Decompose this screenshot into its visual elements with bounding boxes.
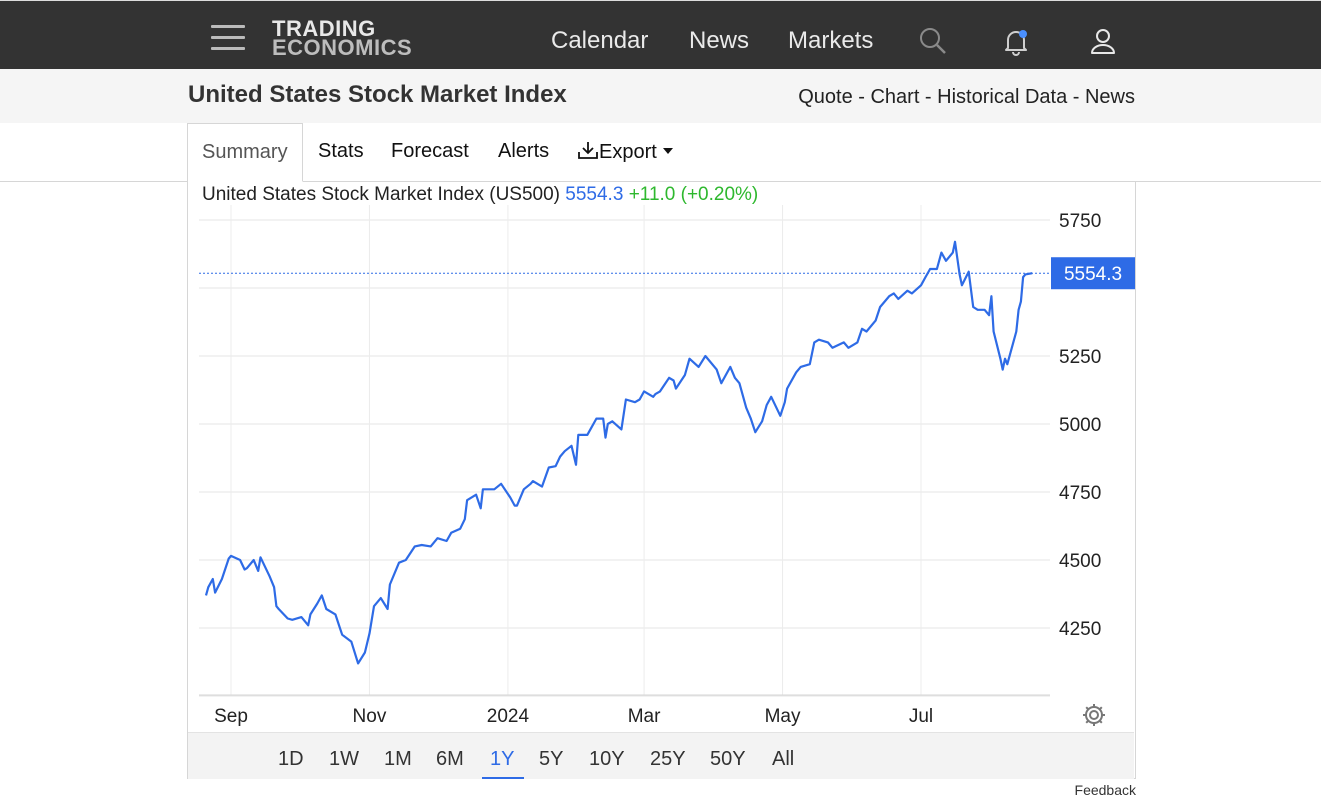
range-6m[interactable]: 6M: [436, 748, 464, 770]
nav-news[interactable]: News: [689, 27, 750, 54]
breadcrumb: Quote - Chart - Historical Data - News: [798, 86, 1135, 108]
quote-change: +11.0 (+0.20%): [628, 184, 759, 205]
range-1m[interactable]: 1M: [384, 748, 412, 770]
trading-economics-logo[interactable]: TRADING ECONOMICS: [272, 16, 413, 60]
page-header: United States Stock Market Index Quote -…: [0, 69, 1321, 123]
breadcrumb-chart[interactable]: Chart: [870, 86, 920, 108]
tab-forecast[interactable]: Forecast: [391, 140, 469, 162]
quote-line: United States Stock Market Index (US500)…: [202, 184, 758, 206]
gear-icon[interactable]: [1081, 702, 1107, 728]
range-all[interactable]: All: [772, 748, 795, 770]
nav-calendar[interactable]: Calendar: [551, 27, 649, 54]
download-icon: [578, 142, 598, 159]
x-tick-label: 2024: [487, 706, 530, 727]
last-value-label: 5554.3: [1064, 264, 1122, 285]
notification-dot: [1019, 30, 1027, 38]
instrument-name: United States Stock Market Index (US500): [202, 184, 560, 205]
range-50y[interactable]: 50Y: [710, 748, 746, 770]
page-title: United States Stock Market Index: [188, 81, 567, 108]
chart-grid: [199, 205, 1050, 697]
nav-markets[interactable]: Markets: [788, 27, 874, 54]
range-5y[interactable]: 5Y: [539, 748, 564, 770]
tab-alerts[interactable]: Alerts: [498, 140, 550, 162]
x-tick-label: Sep: [214, 706, 248, 727]
y-tick-label: 4750: [1059, 483, 1101, 504]
x-tick-label: Nov: [353, 706, 387, 727]
tab-summary[interactable]: Summary: [187, 123, 303, 182]
range-selector: 1D 1W 1M 6M 1Y 5Y 10Y 25Y 50Y All: [188, 732, 1134, 779]
logo-line-2: ECONOMICS: [272, 35, 413, 60]
logo-line-1: TRADING: [272, 16, 376, 41]
y-tick-label: 5750: [1059, 211, 1101, 232]
bell-icon[interactable]: [1002, 27, 1030, 57]
range-1w[interactable]: 1W: [329, 748, 359, 770]
search-icon[interactable]: [919, 27, 947, 55]
chart-series: [199, 240, 1050, 665]
breadcrumb-news[interactable]: News: [1084, 86, 1135, 108]
y-tick-label: 5250: [1059, 347, 1101, 368]
breadcrumb-quote[interactable]: Quote: [798, 86, 853, 108]
range-10y[interactable]: 10Y: [589, 748, 625, 770]
feedback-link[interactable]: Feedback: [1074, 782, 1136, 798]
range-1d[interactable]: 1D: [278, 748, 304, 770]
tab-export[interactable]: Export: [577, 140, 674, 164]
user-icon[interactable]: [1090, 27, 1116, 55]
menu-icon[interactable]: [211, 25, 245, 51]
series-line-us500: [204, 240, 1033, 665]
caret-down-icon: [663, 148, 674, 154]
top-navbar: TRADING ECONOMICS Calendar News Markets: [0, 0, 1321, 69]
y-tick-label: 5000: [1059, 415, 1101, 436]
x-tick-label: Mar: [628, 706, 661, 727]
range-1y[interactable]: 1Y: [482, 748, 525, 779]
last-value-badge: [1051, 257, 1135, 290]
x-tick-label: Jul: [909, 706, 933, 727]
tab-stats[interactable]: Stats: [318, 140, 364, 162]
chart-labels: 4250 4500 4750 5000 5250 5750 Sep Nov 2024 Mar May…: [214, 211, 1135, 727]
y-tick-label: 4250: [1059, 619, 1101, 640]
quote-price: 5554.3: [565, 184, 624, 205]
x-tick-label: May: [765, 706, 801, 727]
y-tick-label: 4500: [1059, 551, 1101, 572]
breadcrumb-historical-data[interactable]: Historical Data: [937, 86, 1068, 108]
range-25y[interactable]: 25Y: [650, 748, 686, 770]
tab-bar: Summary Stats Forecast Alerts Export: [0, 123, 1321, 182]
